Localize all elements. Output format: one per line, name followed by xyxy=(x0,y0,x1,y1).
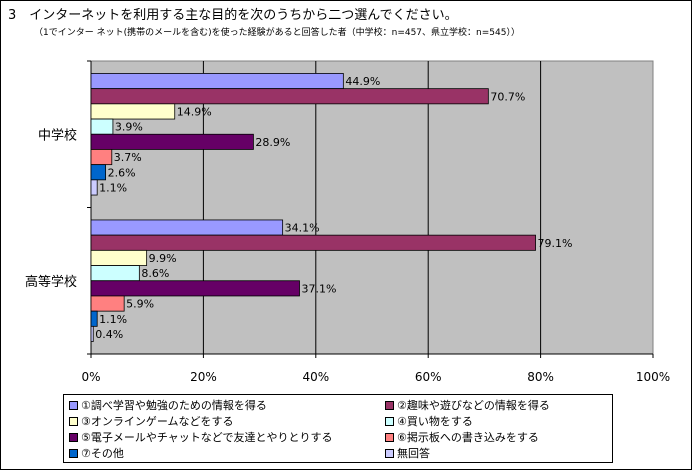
legend-item: ⑦その他 xyxy=(69,445,124,461)
data-label: 79.1% xyxy=(538,237,573,250)
bar xyxy=(90,179,98,196)
bar xyxy=(90,234,536,251)
data-label: 9.9% xyxy=(149,252,177,265)
data-label: 3.7% xyxy=(114,151,142,164)
legend-swatch xyxy=(385,400,394,410)
x-tick-label: 60% xyxy=(415,370,442,384)
legend-swatch xyxy=(385,416,394,426)
data-label: 44.9% xyxy=(345,75,380,88)
x-tick-label: 20% xyxy=(190,370,217,384)
x-tick-label: 0% xyxy=(81,370,100,384)
x-tick-label: 100% xyxy=(636,370,670,384)
legend-swatch xyxy=(385,448,394,458)
legend-swatch xyxy=(69,432,78,442)
data-label: 0.4% xyxy=(95,328,123,341)
legend-label: ④買い物をする xyxy=(397,415,473,428)
category-label: 中学校 xyxy=(38,127,77,143)
legend-item: ②趣味や遊びなどの情報を得る xyxy=(385,397,550,413)
bar xyxy=(90,164,107,181)
legend-swatch xyxy=(69,400,78,410)
legend-item: ⑤電子メールやチャットなどで友達とやりとりする xyxy=(69,429,333,445)
data-label: 70.7% xyxy=(490,90,525,103)
legend-label: ③オンラインゲームなどをする xyxy=(81,415,234,428)
legend-item: ①調べ学習や勉強のための情報を得る xyxy=(69,397,267,413)
bar xyxy=(90,249,148,266)
bar xyxy=(90,73,344,90)
bar xyxy=(90,295,125,312)
bar xyxy=(90,265,140,282)
legend-label: ⑥掲示板への書き込みをする xyxy=(397,431,539,444)
data-label: 34.1% xyxy=(285,222,320,235)
legend-label: ⑦その他 xyxy=(81,447,124,460)
bar xyxy=(90,219,284,236)
legend-label: ①調べ学習や勉強のための情報を得る xyxy=(81,399,267,412)
bar xyxy=(90,149,113,166)
data-label: 1.1% xyxy=(99,181,127,194)
legend-label: 無回答 xyxy=(397,447,430,460)
data-label: 2.6% xyxy=(108,166,136,179)
chart-subtitle: （1でインター ネット(携帯のメールを含む)を使った経験があると回答した者（中学… xyxy=(34,28,520,38)
bar xyxy=(90,280,300,297)
data-label: 28.9% xyxy=(255,136,290,149)
legend-item: 無回答 xyxy=(385,445,430,461)
legend-label: ⑤電子メールやチャットなどで友達とやりとりする xyxy=(81,431,333,444)
legend-swatch xyxy=(69,416,78,426)
data-label: 3.9% xyxy=(115,121,143,134)
bar xyxy=(90,310,98,327)
legend-swatch xyxy=(385,432,394,442)
data-label: 14.9% xyxy=(177,105,212,118)
legend-label: ②趣味や遊びなどの情報を得る xyxy=(397,399,550,412)
data-label: 37.1% xyxy=(302,282,337,295)
legend-swatch xyxy=(69,448,78,458)
bar xyxy=(90,133,254,150)
chart-title: 3 インターネットを利用する主な目的を次のうちから二つ選んでください。 xyxy=(8,8,458,23)
legend-item: ⑥掲示板への書き込みをする xyxy=(385,429,539,445)
bar xyxy=(90,118,114,135)
bar xyxy=(90,103,176,120)
category-label: 高等学校 xyxy=(25,274,77,290)
x-tick-label: 40% xyxy=(302,370,329,384)
data-label: 5.9% xyxy=(126,298,154,311)
bar xyxy=(90,325,94,342)
legend-item: ④買い物をする xyxy=(385,413,473,429)
plot-area xyxy=(90,60,654,355)
x-tick-label: 80% xyxy=(527,370,554,384)
data-label: 1.1% xyxy=(99,313,127,326)
chart-legend: ①調べ学習や勉強のための情報を得る ②趣味や遊びなどの情報を得る ③オンラインゲーム… xyxy=(63,394,613,463)
legend-item: ③オンラインゲームなどをする xyxy=(69,413,234,429)
data-label: 8.6% xyxy=(141,267,169,280)
bar xyxy=(90,88,489,105)
